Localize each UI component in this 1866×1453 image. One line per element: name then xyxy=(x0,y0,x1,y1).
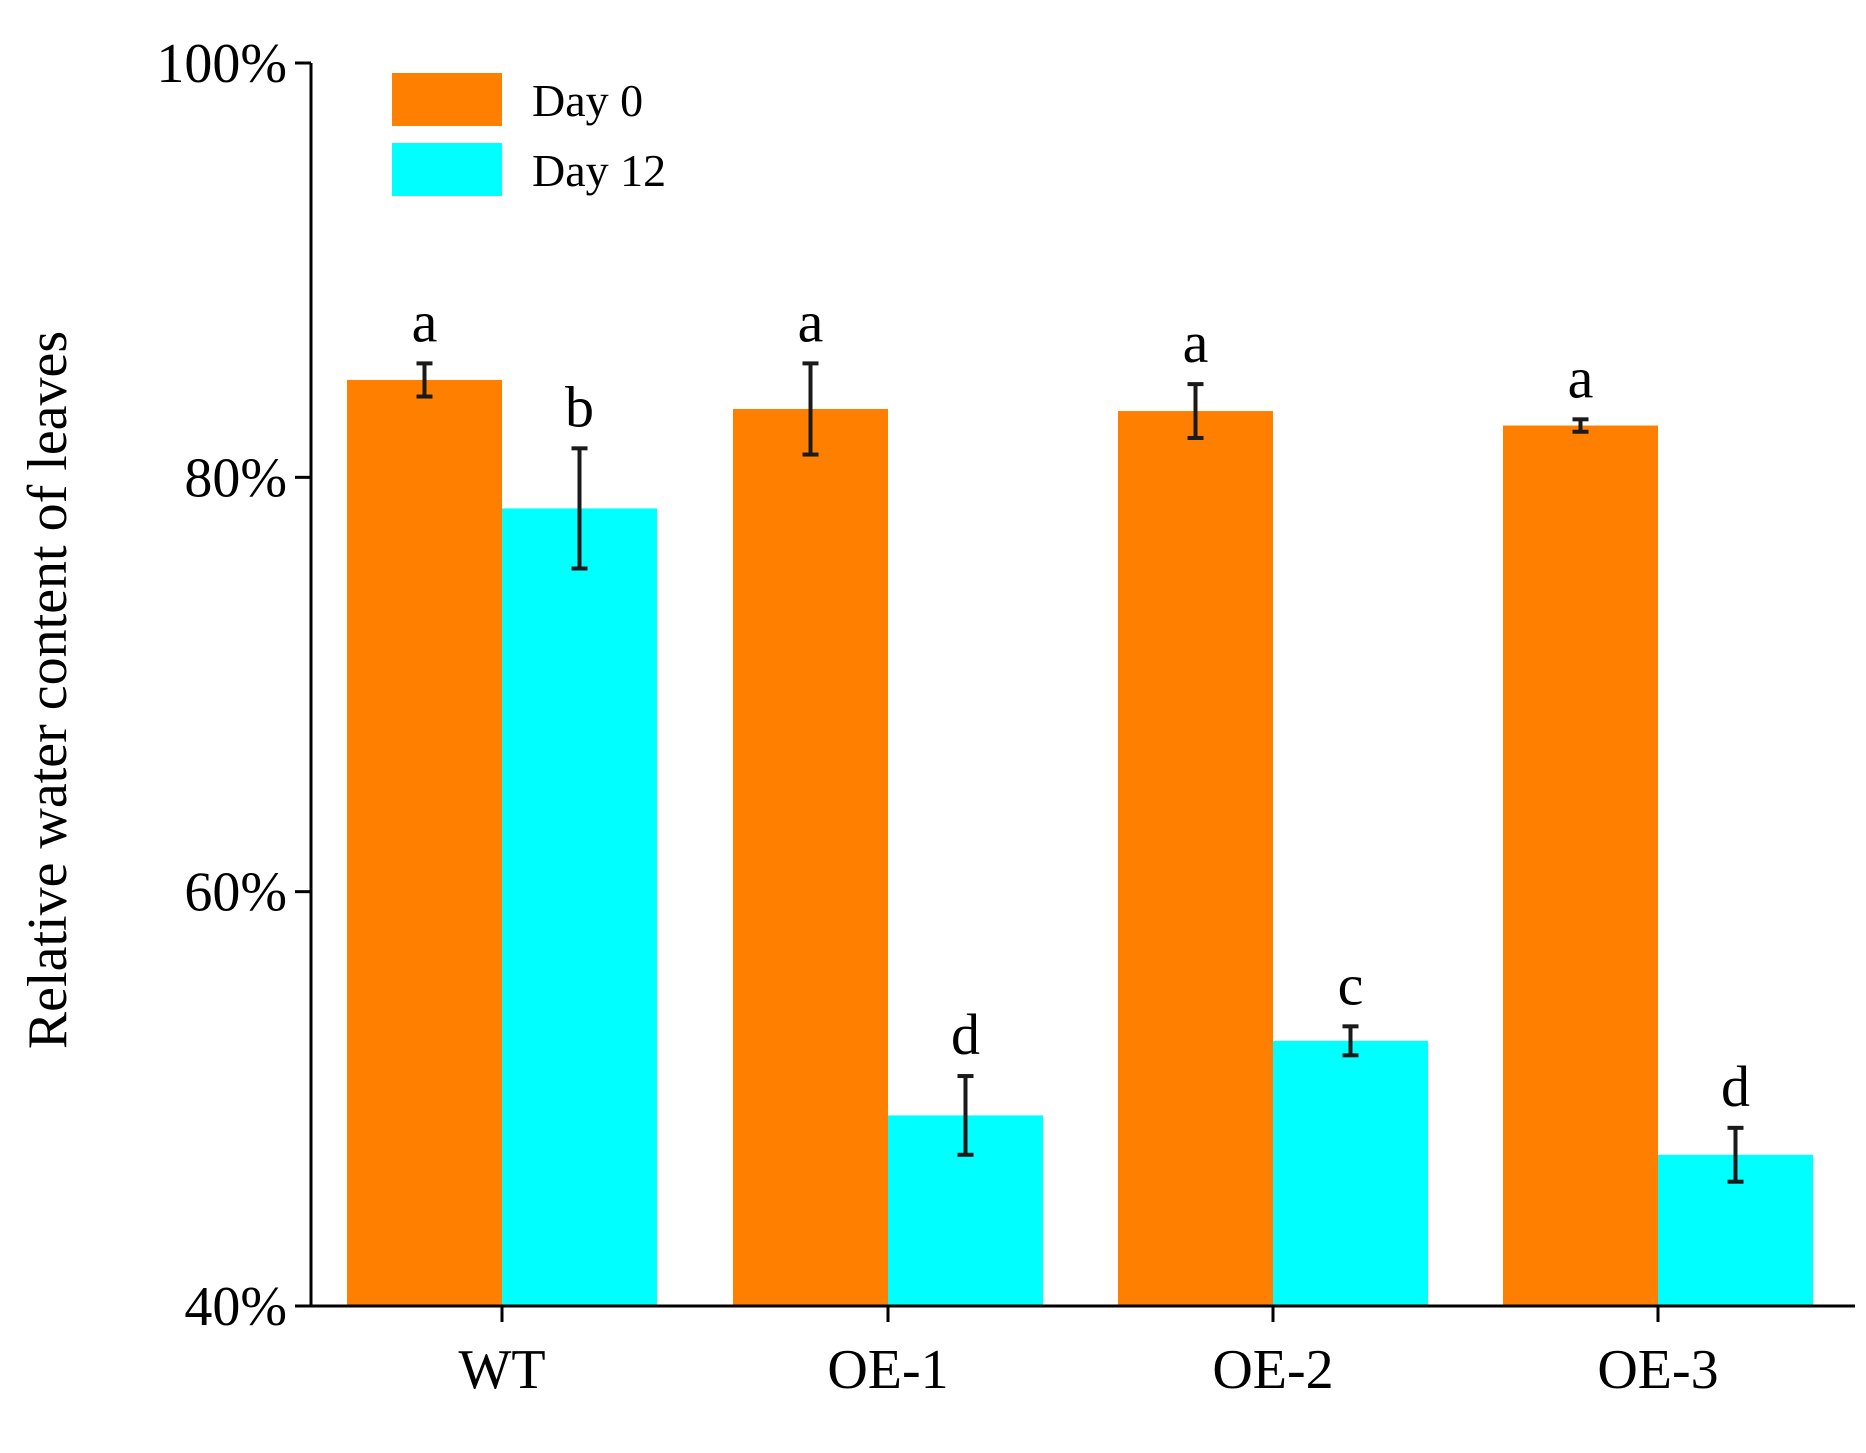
error-bar xyxy=(1342,1024,1359,1058)
bar-oe-1-series-0 xyxy=(733,408,888,1306)
significance-label: b xyxy=(565,374,594,439)
error-bar xyxy=(1572,417,1589,434)
bar-oe-2-series-0 xyxy=(1118,411,1273,1306)
legend-label-series-1: Day 12 xyxy=(532,145,666,196)
y-tick-label: 80% xyxy=(184,447,287,509)
significance-labels-layer: a a a a b d c d xyxy=(412,289,1750,1118)
legend: Day 0 Day 12 xyxy=(392,73,666,196)
significance-label: d xyxy=(951,1002,980,1067)
bar-wt-series-0 xyxy=(347,379,502,1307)
x-category-label: WT xyxy=(458,1339,545,1401)
y-tick-label: 40% xyxy=(184,1276,287,1338)
bar-oe-2-series-1 xyxy=(1273,1040,1428,1306)
y-tick-label: 100% xyxy=(156,33,287,95)
legend-swatch-series-1 xyxy=(392,143,502,196)
error-bar xyxy=(1727,1125,1744,1184)
error-bar xyxy=(1187,382,1204,440)
y-axis-title: Relative water content of leaves xyxy=(17,331,79,1049)
legend-swatch-series-0 xyxy=(392,73,502,126)
significance-label: a xyxy=(412,289,438,354)
x-category-label: OE-2 xyxy=(1212,1339,1333,1401)
y-ticks-layer: 40% 60% 80% 100% xyxy=(156,33,311,1338)
bar-oe-3-series-0 xyxy=(1503,425,1658,1307)
axes-layer xyxy=(309,63,1855,1308)
error-bar xyxy=(571,446,588,571)
x-category-label: OE-1 xyxy=(827,1339,948,1401)
x-ticks-layer: WT OE-1 OE-2 OE-3 xyxy=(458,1306,1719,1401)
bars-layer xyxy=(347,379,1813,1307)
bar-wt-series-1 xyxy=(502,508,657,1306)
x-category-label: OE-3 xyxy=(1597,1339,1718,1401)
significance-label: d xyxy=(1721,1054,1750,1119)
error-bar xyxy=(802,361,819,457)
y-tick-label: 60% xyxy=(184,862,287,924)
significance-label: a xyxy=(1568,345,1594,410)
error-bars-layer xyxy=(416,361,1744,1184)
legend-label-series-0: Day 0 xyxy=(532,75,643,126)
significance-label: a xyxy=(1183,310,1209,375)
significance-label: c xyxy=(1338,952,1364,1017)
significance-label: a xyxy=(798,289,824,354)
error-bar xyxy=(416,361,433,399)
error-bar xyxy=(957,1074,974,1157)
